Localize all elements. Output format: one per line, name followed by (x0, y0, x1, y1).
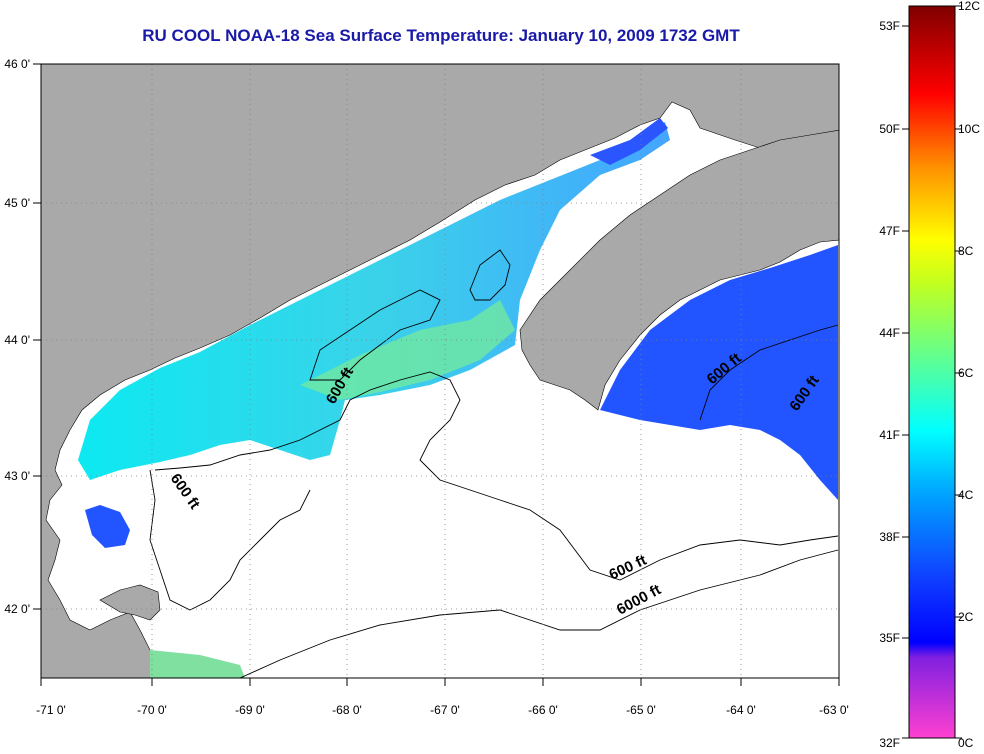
graticule (41, 64, 839, 678)
land-nova-scotia (519, 129, 839, 411)
lon-label: -71 0' (36, 703, 66, 717)
lon-label: -69 0' (235, 703, 265, 717)
contour-scotian-shelf (699, 324, 839, 421)
contour-600ft-inner (149, 469, 311, 611)
lon-label: -63 0' (819, 703, 849, 717)
map-title: RU COOL NOAA-18 Sea Surface Temperature:… (142, 26, 740, 45)
lat-label: 44 0' (4, 333, 30, 347)
contour-6000ft (239, 549, 839, 678)
lat-label: 42 0' (4, 602, 30, 616)
lon-label: -68 0' (332, 703, 362, 717)
sst-patch-bay-of-fundy (590, 118, 668, 165)
contour-bank (469, 249, 511, 301)
contour-600ft-west (154, 371, 839, 581)
lat-label: 46 0' (4, 57, 30, 71)
lat-label: 45 0' (4, 196, 30, 210)
land-maine (41, 64, 839, 678)
sst-swath-scotian-shelf (600, 245, 838, 500)
sst-swath-gulf-of-maine (78, 122, 670, 480)
sst-warm-patch (300, 300, 515, 400)
lon-label: -65 0' (626, 703, 656, 717)
lat-label: 43 0' (4, 469, 30, 483)
sst-patch-south (150, 650, 245, 678)
lon-label: -66 0' (528, 703, 558, 717)
contour-basin (309, 289, 441, 381)
tick-marks (33, 63, 840, 686)
lon-label: -67 0' (430, 703, 460, 717)
lon-label: -64 0' (726, 703, 756, 717)
land-cape-cod (99, 584, 161, 621)
map-frame (40, 63, 840, 679)
lon-label: -70 0' (137, 703, 167, 717)
sst-patch-cape (85, 505, 130, 548)
